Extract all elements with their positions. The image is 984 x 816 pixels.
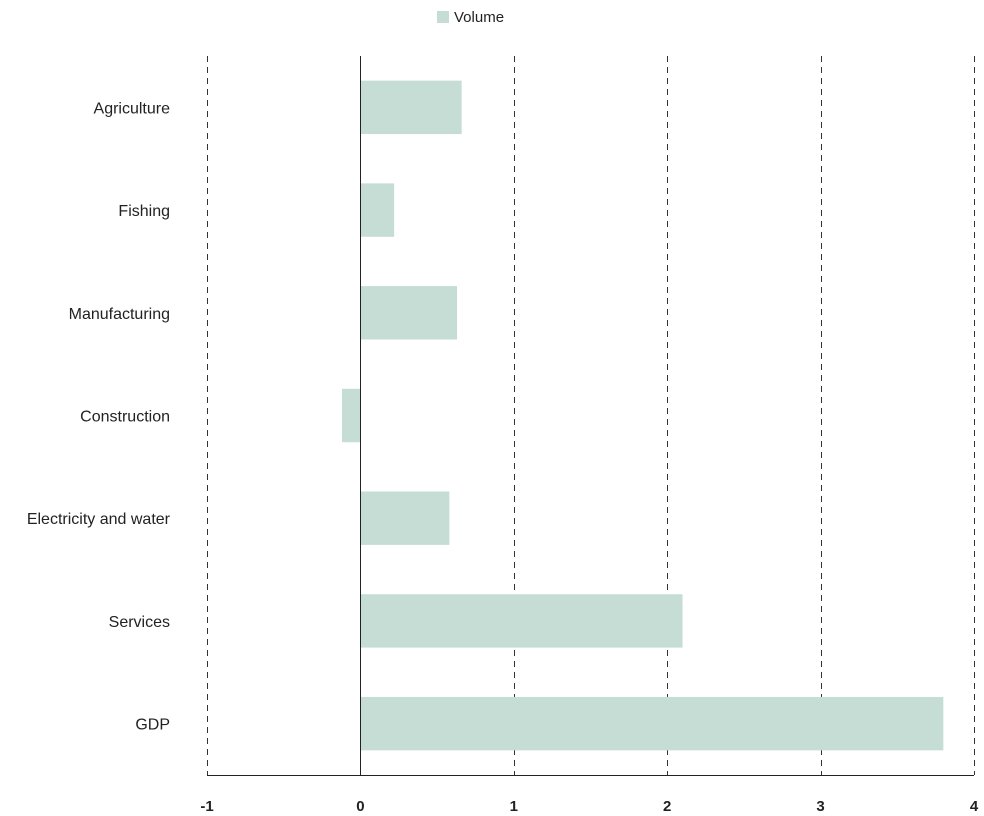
x-tick-label-1: 0	[356, 798, 364, 815]
bar-2	[360, 286, 458, 340]
category-label-0: Agriculture	[94, 100, 171, 117]
x-tick-label-3: 2	[663, 798, 671, 815]
x-tick-label-4: 3	[816, 798, 824, 815]
bar-3	[341, 388, 361, 443]
x-tick-labels: -1 0 1 2 3 4	[200, 798, 979, 815]
category-label-3: Construction	[80, 409, 170, 426]
category-label-4: Electricity and water	[27, 511, 171, 528]
bar-5	[360, 594, 683, 648]
category-label-2: Manufacturing	[69, 306, 170, 323]
bar-layer	[341, 80, 944, 751]
bar-4	[360, 491, 450, 545]
bar-6	[360, 696, 944, 751]
x-tick-label-0: -1	[200, 798, 213, 815]
bar-1	[360, 183, 395, 237]
bar-0	[360, 80, 462, 135]
category-label-1: Fishing	[118, 203, 170, 220]
x-tick-label-5: 4	[970, 798, 979, 815]
legend-swatch	[437, 11, 449, 23]
category-label-6: GDP	[135, 717, 170, 734]
category-labels: Agriculture Fishing Manufacturing Construc…	[27, 100, 171, 733]
legend: Volume	[437, 9, 504, 26]
x-tick-label-2: 1	[510, 798, 518, 815]
legend-label: Volume	[454, 9, 504, 26]
grid-layer	[207, 56, 975, 775]
category-label-5: Services	[109, 614, 170, 631]
